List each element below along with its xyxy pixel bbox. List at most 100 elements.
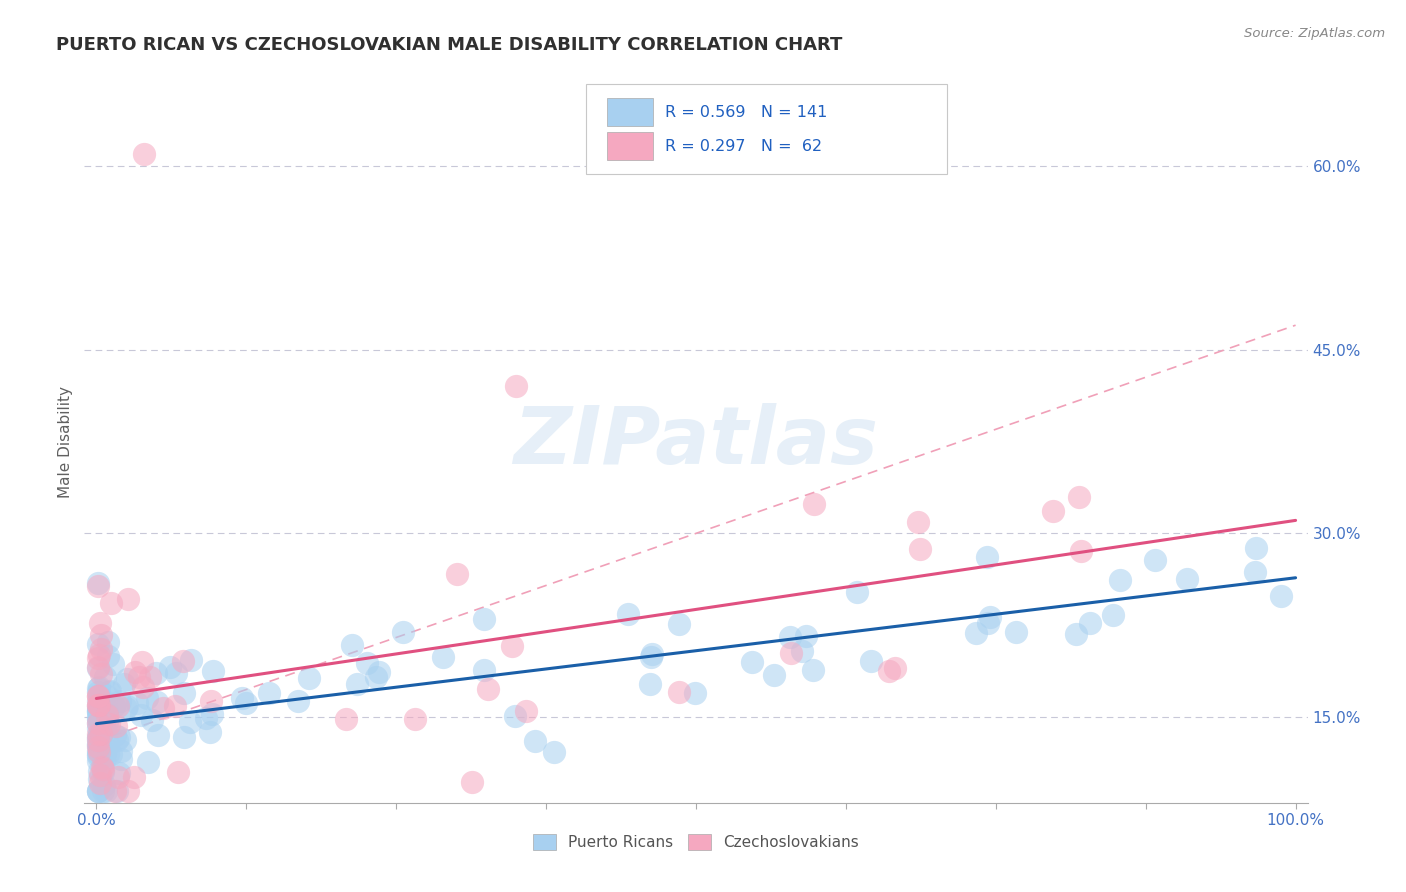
Point bbox=[1244, 541, 1267, 555]
Point bbox=[94, 747, 117, 762]
Point bbox=[340, 638, 363, 652]
Point bbox=[152, 701, 174, 715]
Point bbox=[1067, 490, 1090, 504]
Point bbox=[668, 616, 690, 631]
Text: PUERTO RICAN VS CZECHOSLOVAKIAN MALE DISABILITY CORRELATION CHART: PUERTO RICAN VS CZECHOSLOVAKIAN MALE DIS… bbox=[56, 36, 842, 54]
Point bbox=[103, 728, 125, 742]
Point bbox=[1064, 626, 1087, 640]
Point bbox=[257, 686, 280, 700]
Point bbox=[616, 607, 638, 622]
Point bbox=[368, 665, 391, 679]
Point bbox=[335, 712, 357, 726]
Point bbox=[780, 646, 803, 660]
FancyBboxPatch shape bbox=[606, 98, 654, 126]
Point bbox=[195, 711, 218, 725]
Text: R = 0.297   N =  62: R = 0.297 N = 62 bbox=[665, 138, 823, 153]
Point bbox=[146, 695, 169, 709]
Point bbox=[96, 714, 118, 729]
Point bbox=[96, 703, 118, 717]
Point bbox=[794, 629, 817, 643]
Point bbox=[100, 596, 122, 610]
Text: Source: ZipAtlas.com: Source: ZipAtlas.com bbox=[1244, 27, 1385, 40]
Point bbox=[131, 656, 153, 670]
Point bbox=[96, 635, 118, 649]
Point bbox=[173, 686, 195, 700]
Point bbox=[173, 731, 195, 745]
Point bbox=[94, 670, 117, 684]
Point bbox=[200, 694, 222, 708]
Point bbox=[134, 146, 156, 161]
Point bbox=[128, 670, 150, 684]
Point bbox=[100, 747, 122, 761]
Point bbox=[86, 731, 108, 745]
Point bbox=[179, 715, 201, 730]
Point bbox=[979, 609, 1001, 624]
Point bbox=[965, 626, 987, 640]
Point bbox=[90, 726, 112, 740]
Point bbox=[86, 650, 108, 665]
Point bbox=[641, 647, 664, 661]
Legend: Puerto Ricans, Czechoslovakians: Puerto Ricans, Czechoslovakians bbox=[527, 829, 865, 856]
Point bbox=[91, 744, 114, 758]
Point bbox=[346, 676, 368, 690]
Point bbox=[105, 732, 128, 747]
Point bbox=[86, 704, 108, 718]
Point bbox=[90, 667, 112, 681]
Point bbox=[172, 654, 194, 668]
Point bbox=[101, 657, 124, 671]
Point bbox=[114, 701, 136, 715]
Point bbox=[108, 694, 131, 708]
Point bbox=[86, 743, 108, 757]
Point bbox=[501, 639, 523, 653]
Point bbox=[543, 745, 565, 759]
Point bbox=[131, 681, 153, 695]
Point bbox=[87, 745, 110, 759]
Point bbox=[86, 783, 108, 797]
Point bbox=[89, 776, 111, 790]
Text: R = 0.569   N = 141: R = 0.569 N = 141 bbox=[665, 104, 828, 120]
Point bbox=[91, 762, 114, 776]
Point bbox=[124, 665, 146, 680]
Point bbox=[90, 695, 112, 709]
Point bbox=[90, 723, 112, 738]
Point bbox=[860, 654, 883, 668]
Point bbox=[477, 682, 499, 697]
Point bbox=[86, 698, 108, 712]
Point bbox=[356, 657, 378, 671]
Point bbox=[87, 738, 110, 752]
Point bbox=[1070, 544, 1092, 558]
Point bbox=[90, 727, 112, 741]
Point bbox=[523, 734, 546, 748]
Point bbox=[977, 615, 1000, 630]
Point bbox=[198, 725, 221, 739]
Point bbox=[91, 765, 114, 780]
Point bbox=[122, 770, 145, 784]
Point bbox=[910, 541, 932, 556]
Point bbox=[90, 641, 112, 656]
Point bbox=[90, 711, 112, 725]
Point bbox=[87, 754, 110, 768]
Point bbox=[105, 783, 128, 797]
Point bbox=[505, 379, 527, 393]
Point bbox=[86, 660, 108, 674]
Point bbox=[94, 783, 117, 797]
Point bbox=[790, 644, 813, 658]
Point bbox=[90, 696, 112, 710]
Point bbox=[180, 653, 202, 667]
Point bbox=[93, 700, 115, 714]
Point bbox=[1270, 589, 1292, 603]
Point bbox=[762, 667, 785, 681]
Point bbox=[503, 709, 526, 723]
Point bbox=[86, 739, 108, 753]
Point bbox=[446, 566, 468, 581]
Point bbox=[97, 649, 120, 664]
Y-axis label: Male Disability: Male Disability bbox=[58, 385, 73, 498]
Point bbox=[87, 764, 110, 778]
Point bbox=[779, 630, 801, 644]
Point bbox=[287, 694, 309, 708]
Point bbox=[127, 697, 149, 711]
Point bbox=[87, 681, 110, 695]
Point bbox=[1244, 565, 1267, 579]
Point bbox=[145, 666, 167, 681]
Point bbox=[907, 515, 929, 529]
